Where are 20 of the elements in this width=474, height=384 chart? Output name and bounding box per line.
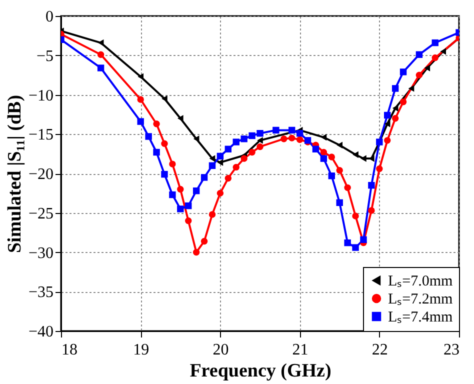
legend-label: Lₛ=7.0mm (388, 274, 454, 290)
x-tick-label: 19 (133, 342, 150, 358)
y-tick-label: −20 (28, 166, 54, 183)
x-tick-label: 23 (444, 342, 460, 358)
x-tick-label: 21 (292, 342, 308, 358)
y-tick-label: −40 (28, 324, 54, 340)
x-tick-label: 18 (62, 342, 78, 358)
x-tick-label: 20 (212, 342, 229, 358)
x-tick-label: 22 (372, 342, 388, 358)
x-axis-title: Frequency (GHz) (190, 360, 332, 382)
y-tick-label: 0 (46, 8, 54, 26)
legend-label: Lₛ=7.2mm (388, 292, 454, 308)
y-tick-label: −10 (28, 87, 54, 104)
y-tick-label: −30 (28, 244, 54, 262)
y-tick-label: −5 (36, 48, 54, 65)
y-tick-label: −25 (28, 205, 54, 222)
y-tick-label: −35 (28, 284, 54, 302)
y-tick-label: −15 (28, 126, 54, 144)
legend-label: Lₛ=7.4mm (388, 310, 454, 326)
y-axis-title: Simulated |S₁₁| (dB) (4, 94, 26, 254)
